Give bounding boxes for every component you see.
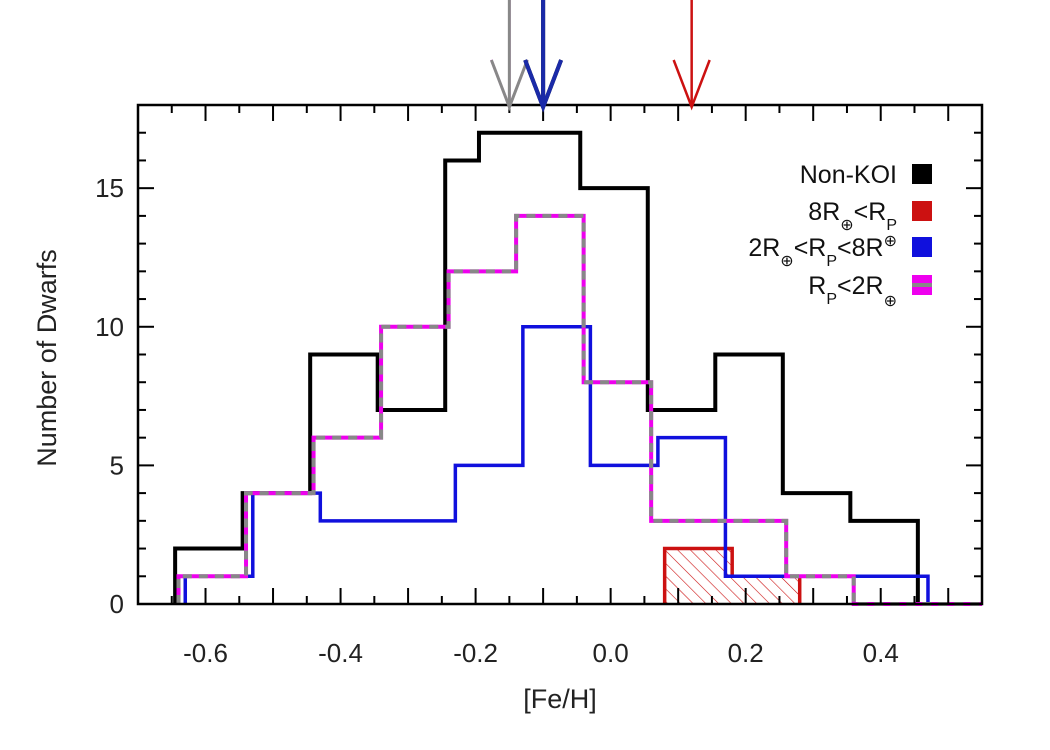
- mean-arrows: [489, 0, 711, 113]
- mean-arrow-small-dash-head: [489, 59, 529, 112]
- x-tick-label: -0.6: [183, 638, 228, 668]
- legend-swatch-nonkoi: [912, 164, 932, 184]
- series-medium-outline: [183, 325, 930, 604]
- legend-label-medium: 2R⊕<RP<8R⊕: [748, 233, 897, 270]
- legend-label-small: RP<2R⊕: [808, 272, 897, 310]
- legend: Non-KOI 8R⊕<RP 2R⊕<RP<8R⊕ RP<2R⊕: [748, 161, 932, 310]
- y-tick-label: 10: [95, 312, 124, 342]
- legend-label-large: 8R⊕<RP: [808, 198, 897, 234]
- series-small-dashes: [176, 213, 982, 606]
- series-nonkoi-outline: [173, 130, 920, 604]
- legend-label-nonkoi: Non-KOI: [800, 161, 897, 189]
- bar-large-1: [732, 576, 800, 604]
- y-axis-title: Number of Dwarfs: [32, 249, 62, 467]
- bar-large-0: [664, 548, 733, 604]
- x-tick-label: 0.0: [593, 638, 629, 668]
- mean-arrow-large-head: [672, 59, 711, 111]
- x-tick-label: -0.4: [318, 638, 363, 668]
- x-tick-label: 0.4: [863, 638, 899, 668]
- y-tick-label: 5: [110, 450, 124, 480]
- tick-labels: -0.6 -0.4 -0.2 0.0 0.2 0.4 0 5 10 15: [95, 173, 899, 668]
- y-tick-label: 0: [110, 589, 124, 619]
- x-tick-label: -0.2: [453, 638, 498, 668]
- axis-ticks: [138, 104, 983, 605]
- mean-arrow-medium-head: [523, 59, 563, 113]
- y-tick-label: 15: [95, 173, 124, 203]
- x-axis-title: [Fe/H]: [523, 684, 597, 714]
- series-large-outline: [662, 546, 802, 604]
- x-tick-label: 0.2: [728, 638, 764, 668]
- legend-swatch-large: [912, 201, 932, 221]
- legend-swatch-medium: [912, 237, 932, 257]
- histogram-layer: [173, 130, 982, 606]
